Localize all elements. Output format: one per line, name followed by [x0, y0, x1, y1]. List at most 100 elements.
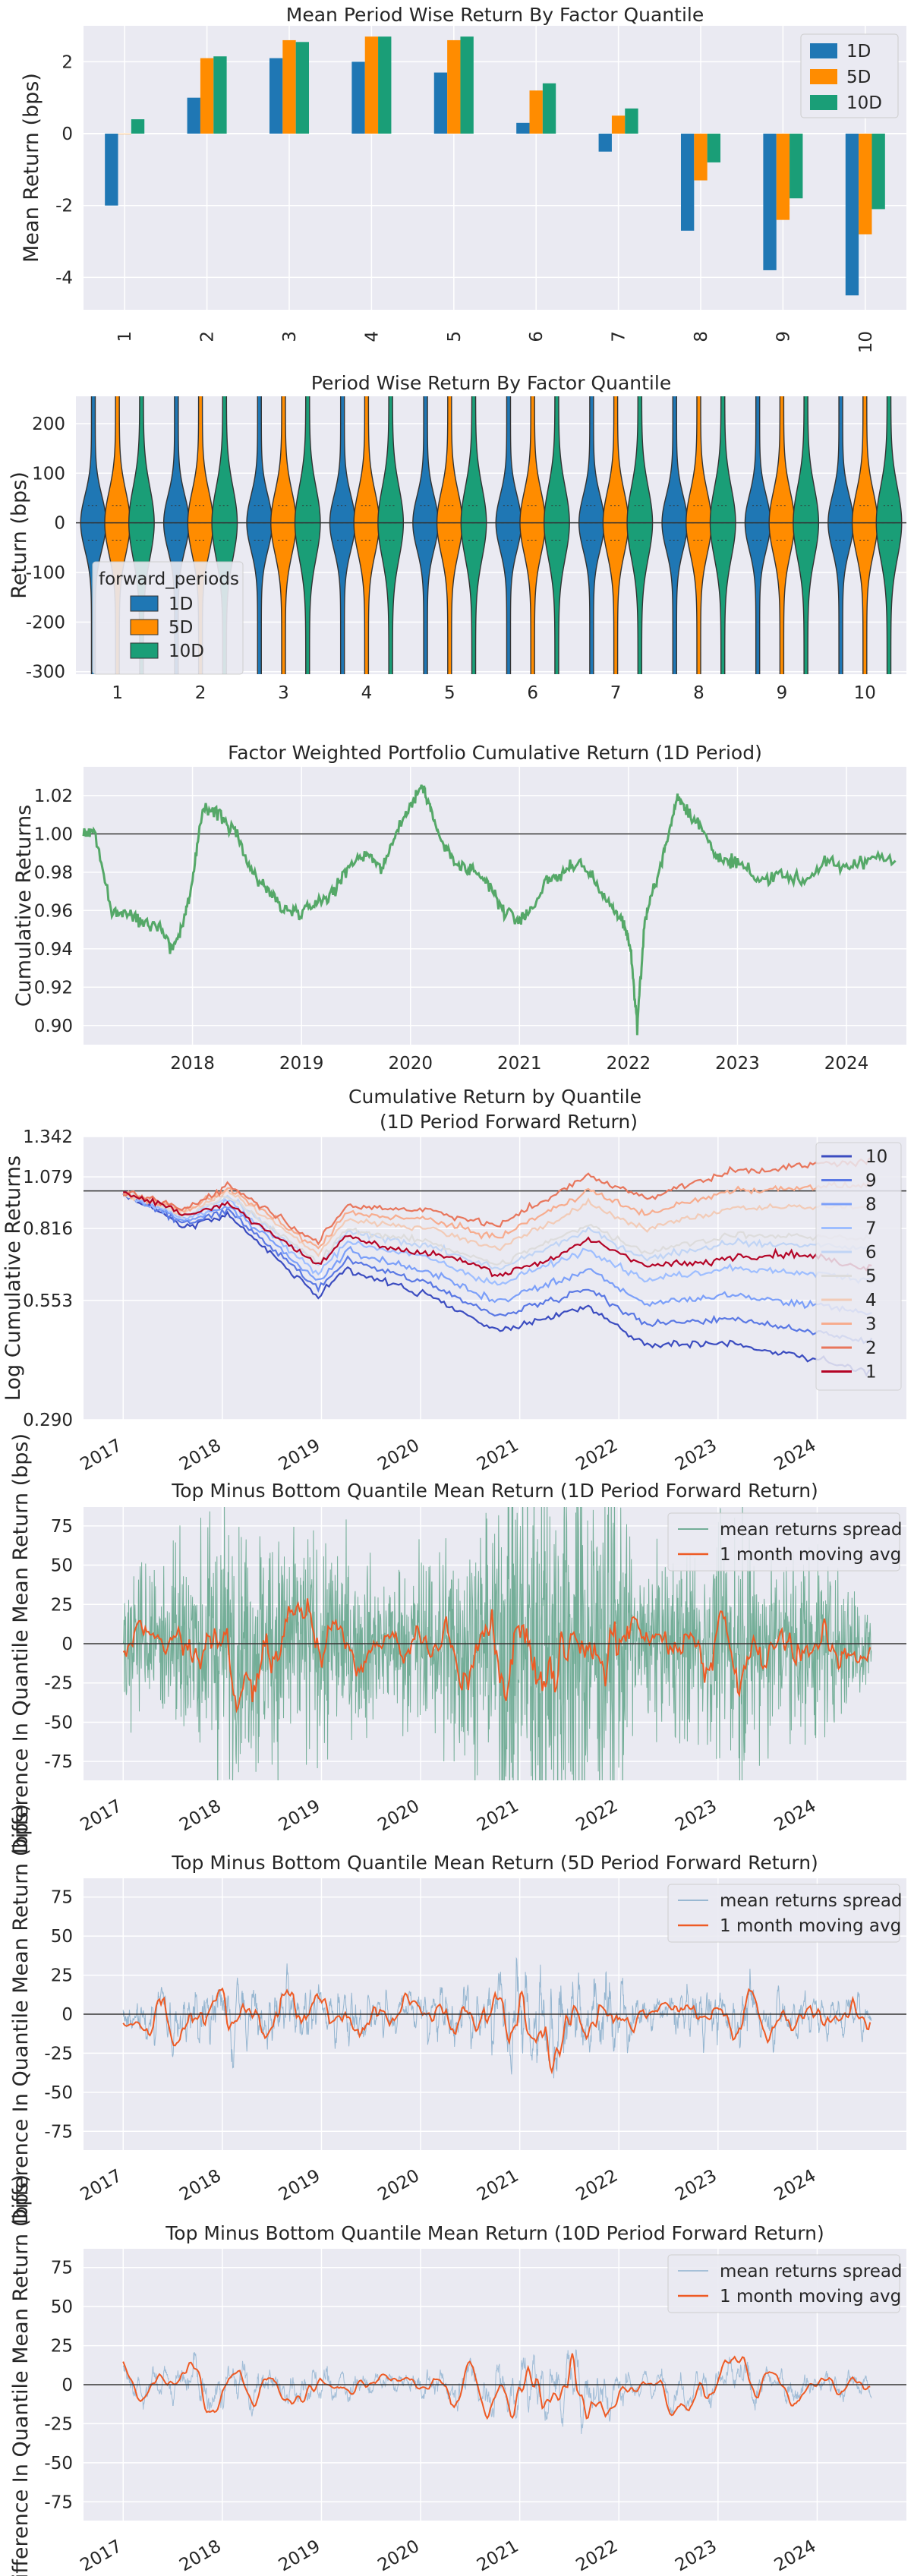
- spread5-x-tick-label: 2023: [672, 2166, 720, 2206]
- bar-x-tick-label: 10: [856, 331, 876, 353]
- violin-y-tick-label: 200: [32, 415, 65, 434]
- cumret-y-axis-label: Cumulative Returns: [12, 805, 36, 1007]
- spread4-y-tick-label: 0: [61, 1635, 73, 1654]
- spread6-y-tick-label: 0: [61, 2376, 73, 2395]
- quantile-line-1: [123, 1191, 872, 1278]
- quantile-legend-label-9: 9: [865, 1171, 877, 1191]
- violin-10D-9: [793, 396, 820, 674]
- spread4-plot-area: [122, 1507, 872, 1780]
- violin-1D-5: [412, 396, 439, 674]
- spread4-x-tick-label: 2024: [771, 1796, 820, 1836]
- violin-5D-4: [353, 396, 380, 674]
- bar-10D-4: [378, 36, 392, 134]
- violin-10D-3: [294, 396, 321, 674]
- bar-10D-3: [295, 42, 310, 134]
- spread5-legend: mean returns spread 1 month moving avg: [667, 1884, 903, 1943]
- bar-10D-7: [625, 108, 638, 134]
- spread6-x-tick-label: 2024: [771, 2537, 820, 2576]
- violin-x-tick-label: 7: [610, 683, 622, 703]
- cumret-y-tick-label: 0.98: [34, 863, 73, 883]
- spread5-x-tick-label: 2020: [374, 2166, 423, 2206]
- spread6-y-tick-label: -50: [44, 2454, 73, 2474]
- quantile-chart-title-line2: (1D Period Forward Return): [380, 1111, 638, 1133]
- violin-y-tick-label: 100: [32, 464, 65, 484]
- spread6-x-tick-label: 2018: [176, 2537, 225, 2576]
- spread5-y-tick-label: 25: [51, 1966, 73, 1986]
- bar-5D-2: [200, 58, 214, 134]
- spread5-x-tick-label: 2017: [77, 2166, 126, 2206]
- spread5-legend-label-0: mean returns spread: [720, 1891, 903, 1911]
- quantile-legend-label-8: 8: [865, 1195, 877, 1215]
- violin-x-tick-label: 2: [195, 683, 206, 703]
- bar-legend-swatch-1D: [810, 43, 837, 58]
- violin-1D-6: [495, 396, 522, 674]
- spread6-x-tick-label: 2021: [474, 2537, 522, 2576]
- spread4-legend-frame: [667, 1512, 900, 1572]
- bar-x-tick-label: 5: [445, 331, 465, 342]
- violin-5D-6: [519, 396, 547, 674]
- spread4-y-tick-label: -25: [44, 1674, 73, 1694]
- quantile-x-tick-label: 2017: [77, 1436, 126, 1475]
- bar-x-tick-label: 6: [527, 331, 547, 342]
- spread4-moving-avg-line: [122, 1598, 871, 1714]
- bar-x-tick-label: 3: [280, 331, 300, 342]
- spread6-x-tick-label: 2020: [374, 2537, 423, 2576]
- quantile-line-5: [122, 1191, 872, 1266]
- cumret-x-tick-label: 2023: [715, 1054, 760, 1074]
- quantile-line-4: [123, 1189, 873, 1258]
- cumret-x-tick-label: 2019: [279, 1054, 324, 1074]
- bar-x-tick-label: 1: [115, 331, 135, 342]
- spread4-x-tick-label: 2018: [176, 1796, 225, 1836]
- spread5-y-tick-label: 75: [51, 1888, 73, 1908]
- quantile-chart-title-line1: Cumulative Return by Quantile: [348, 1086, 641, 1108]
- violin-legend-swatch-1D: [130, 595, 159, 612]
- quantile-line-6: [122, 1193, 873, 1271]
- violin-legend-title: forward_periods: [99, 569, 239, 589]
- spread5-legend-label-1: 1 month moving avg: [720, 1916, 901, 1936]
- spread5-y-axis-label: Difference In Quantile Mean Return (bps): [9, 1804, 33, 2224]
- cumret-y-tick-label: 0.92: [34, 978, 73, 998]
- violin-1D-9: [744, 396, 771, 674]
- spread5-x-tick-label: 2019: [276, 2166, 324, 2206]
- bar-5D-5: [447, 39, 461, 134]
- bar-10D-5: [460, 36, 474, 134]
- spread6-y-tick-label: 50: [51, 2297, 73, 2317]
- quantile-legend-label-2: 2: [865, 1338, 877, 1358]
- quantile-y-tick-label: 1.342: [23, 1127, 73, 1147]
- bar-y-tick-label: -4: [55, 268, 73, 288]
- violin-5D-9: [768, 396, 796, 674]
- spread4-legend-label-1: 1 month moving avg: [720, 1545, 901, 1565]
- spread6-x-tick-label: 2017: [77, 2537, 126, 2576]
- quantile-legend-label-5: 5: [865, 1267, 877, 1287]
- quantile-line-3: [122, 1179, 873, 1250]
- spread6-legend: mean returns spread 1 month moving avg: [667, 2254, 903, 2313]
- quantile-y-axis-label: Log Cumulative Returns: [2, 1156, 25, 1401]
- cumret-y-tick-label: 0.90: [34, 1017, 73, 1036]
- bar-5D-7: [611, 115, 626, 134]
- violin-x-tick-label: 6: [527, 683, 538, 703]
- bar-1D-2: [187, 97, 200, 134]
- quantile-x-tick-label: 2023: [672, 1436, 720, 1475]
- cumret-y-tick-label: 1.02: [34, 787, 73, 806]
- cumret-x-tick-label: 2021: [497, 1054, 542, 1074]
- violin-x-tick-label: 9: [777, 683, 788, 703]
- bar-1D-4: [351, 61, 365, 134]
- quantile-legend-label-3: 3: [865, 1315, 877, 1335]
- bar-x-tick-label: 2: [198, 331, 218, 342]
- bar-y-tick-label: 2: [61, 52, 73, 72]
- violin-5D-3: [270, 396, 297, 674]
- bar-10D-9: [790, 134, 803, 199]
- quantile-x-tick-label: 2021: [474, 1436, 522, 1475]
- bar-5D-10: [859, 134, 872, 235]
- violin-y-axis-label: Return (bps): [8, 471, 31, 599]
- spread5-y-tick-label: 50: [51, 1927, 73, 1947]
- violin-chart-title: Period Wise Return By Factor Quantile: [311, 372, 671, 394]
- cumret-chart-panel: [82, 767, 906, 1045]
- spread4-y-tick-label: 25: [51, 1595, 73, 1615]
- spread6-y-axis-label: Difference In Quantile Mean Return (bps): [9, 2174, 33, 2576]
- bar-5D-8: [694, 134, 708, 181]
- spread4-x-tick-label: 2017: [77, 1796, 126, 1836]
- spread5-y-tick-label: -75: [44, 2122, 73, 2142]
